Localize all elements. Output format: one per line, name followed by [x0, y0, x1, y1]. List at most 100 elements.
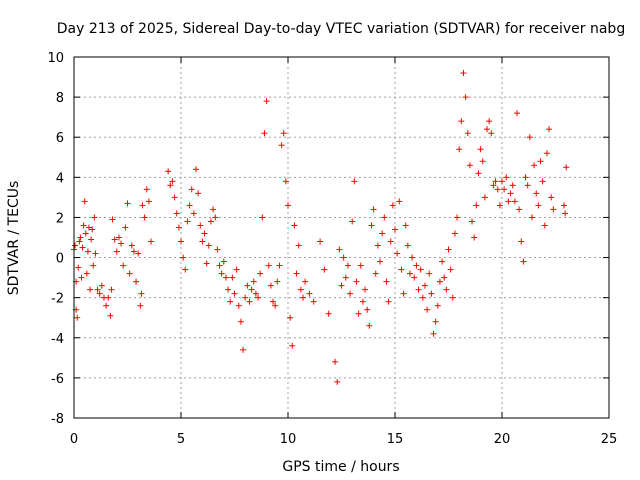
data-point: [186, 202, 193, 209]
y-axis-label: SDTVAR / TECUs: [6, 181, 22, 296]
data-point: [421, 282, 428, 289]
data-point: [276, 262, 283, 269]
data-point: [377, 258, 384, 265]
data-point: [501, 186, 508, 193]
data-point: [75, 264, 82, 271]
data-point: [87, 286, 94, 293]
data-point: [285, 202, 291, 209]
data-point: [118, 240, 125, 247]
data-point: [507, 190, 514, 197]
data-point: [477, 146, 484, 153]
data-point: [188, 186, 195, 193]
data-point: [321, 266, 328, 273]
data-point: [302, 278, 309, 285]
data-point: [78, 274, 85, 281]
data-point: [128, 242, 135, 249]
data-point: [120, 262, 127, 269]
data-point: [274, 278, 281, 285]
data-point: [456, 146, 463, 153]
data-point: [475, 170, 482, 177]
data-point: [141, 214, 148, 221]
data-point: [242, 294, 249, 301]
data-point: [317, 238, 324, 245]
data-point: [413, 262, 420, 269]
data-point: [541, 222, 548, 229]
x-tick-label: 25: [601, 432, 618, 447]
data-point: [404, 242, 411, 249]
data-point: [447, 266, 454, 273]
data-point: [537, 158, 544, 165]
data-point: [180, 254, 187, 261]
data-point: [169, 178, 176, 185]
data-point: [235, 302, 242, 309]
grid-lines: [74, 57, 609, 418]
data-point: [359, 298, 366, 305]
data-point: [124, 200, 131, 207]
data-point: [432, 318, 439, 325]
y-tick-label: 2: [56, 211, 64, 226]
data-point: [192, 166, 199, 173]
y-tick-label: -2: [51, 292, 64, 307]
data-point: [486, 118, 493, 125]
data-point: [522, 174, 529, 181]
data-point: [103, 302, 110, 309]
data-point: [257, 270, 264, 277]
data-point: [199, 238, 206, 245]
data-point: [98, 282, 105, 289]
data-point: [516, 206, 523, 213]
data-point: [454, 214, 461, 221]
data-point: [362, 286, 369, 293]
data-point: [464, 130, 471, 137]
data-point: [178, 238, 184, 245]
data-point: [85, 224, 92, 231]
data-point: [233, 266, 240, 273]
data-point: [406, 270, 413, 277]
data-point: [310, 298, 317, 305]
data-point: [126, 270, 133, 277]
data-point: [471, 234, 478, 241]
data-point: [133, 278, 140, 285]
data-point: [353, 278, 360, 285]
data-point: [387, 238, 394, 245]
data-point: [562, 210, 569, 217]
data-point: [511, 198, 518, 205]
data-point: [89, 226, 96, 233]
chart-title: Day 213 of 2025, Sidereal Day-to-day VTE…: [57, 21, 625, 37]
data-point: [82, 230, 89, 237]
data-point: [111, 236, 118, 243]
data-point: [481, 194, 488, 201]
data-point: [205, 242, 212, 249]
x-tick-label: 10: [280, 432, 297, 447]
data-point: [229, 274, 236, 281]
data-point: [370, 206, 377, 213]
data-point: [332, 358, 339, 365]
data-point: [182, 266, 189, 273]
data-point: [237, 318, 244, 325]
data-point: [445, 246, 452, 253]
data-point: [139, 202, 146, 209]
data-point: [494, 186, 501, 193]
data-point: [167, 182, 174, 189]
y-tick-label: 6: [56, 131, 64, 146]
data-point: [231, 290, 238, 297]
data-point: [434, 302, 441, 309]
data-point: [265, 262, 272, 269]
x-axis-label: GPS time / hours: [282, 459, 399, 475]
data-point: [368, 222, 375, 229]
data-point: [548, 194, 555, 201]
data-point: [88, 236, 95, 243]
data-point: [528, 214, 535, 221]
data-point: [74, 314, 81, 321]
data-point: [267, 282, 274, 289]
data-point: [299, 294, 306, 301]
data-point: [122, 224, 129, 231]
data-point: [80, 222, 87, 229]
data-point: [526, 134, 533, 141]
data-points: [71, 70, 570, 385]
data-point: [347, 290, 354, 297]
data-point: [449, 294, 456, 301]
y-tick-label: 8: [56, 91, 64, 106]
data-point: [518, 238, 525, 245]
data-point: [499, 178, 505, 185]
y-tick-label: 10: [47, 51, 64, 66]
